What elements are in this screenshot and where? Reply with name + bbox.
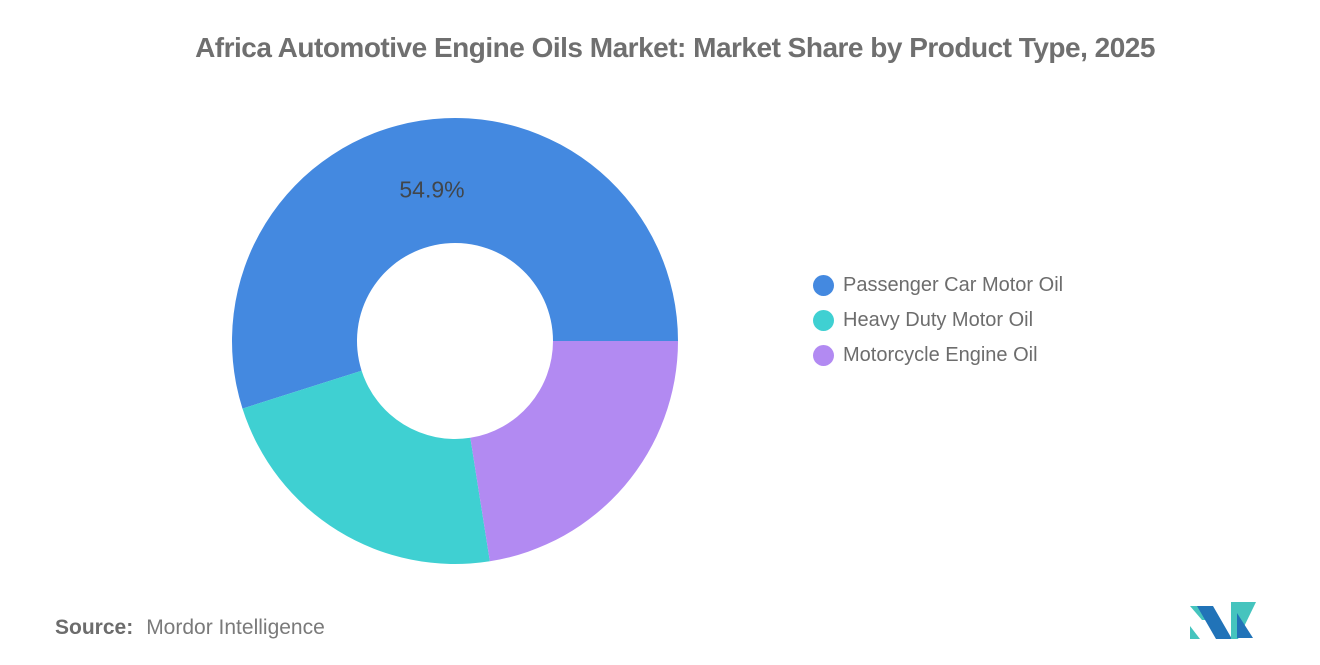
legend-swatch-icon <box>813 275 834 296</box>
mordor-intelligence-logo <box>1190 602 1256 639</box>
donut-chart <box>232 117 678 564</box>
legend-swatch-icon <box>813 310 834 331</box>
donut-slice[interactable] <box>242 370 490 564</box>
logo-blue-right-triangle <box>1237 613 1253 638</box>
donut-slice[interactable] <box>232 117 678 409</box>
legend-label: Passenger Car Motor Oil <box>843 274 1064 296</box>
logo-teal-bottom-triangle <box>1190 626 1200 639</box>
legend-swatch-icon <box>813 345 834 366</box>
legend-item-heavy-duty-motor-oil[interactable]: Heavy Duty Motor Oil <box>813 309 1063 332</box>
slice-data-label: 54.9% <box>399 176 465 203</box>
logo-blue-diagonal <box>1197 606 1232 639</box>
legend-item-motorcycle-engine-oil[interactable]: Motorcycle Engine Oil <box>813 344 1063 367</box>
chart-title: Africa Automotive Engine Oils Market: Ma… <box>195 32 1155 63</box>
legend-item-passenger-car-motor-oil[interactable]: Passenger Car Motor Oil <box>813 274 1063 297</box>
legend: Passenger Car Motor Oil Heavy Duty Motor… <box>813 274 1063 367</box>
source-value: Mordor Intelligence <box>146 616 325 639</box>
source-line: Source: Mordor Intelligence <box>55 616 325 640</box>
donut-slice[interactable] <box>470 341 678 562</box>
legend-label: Heavy Duty Motor Oil <box>843 309 1034 331</box>
legend-label: Motorcycle Engine Oil <box>843 344 1038 366</box>
source-label: Source: <box>55 616 134 639</box>
